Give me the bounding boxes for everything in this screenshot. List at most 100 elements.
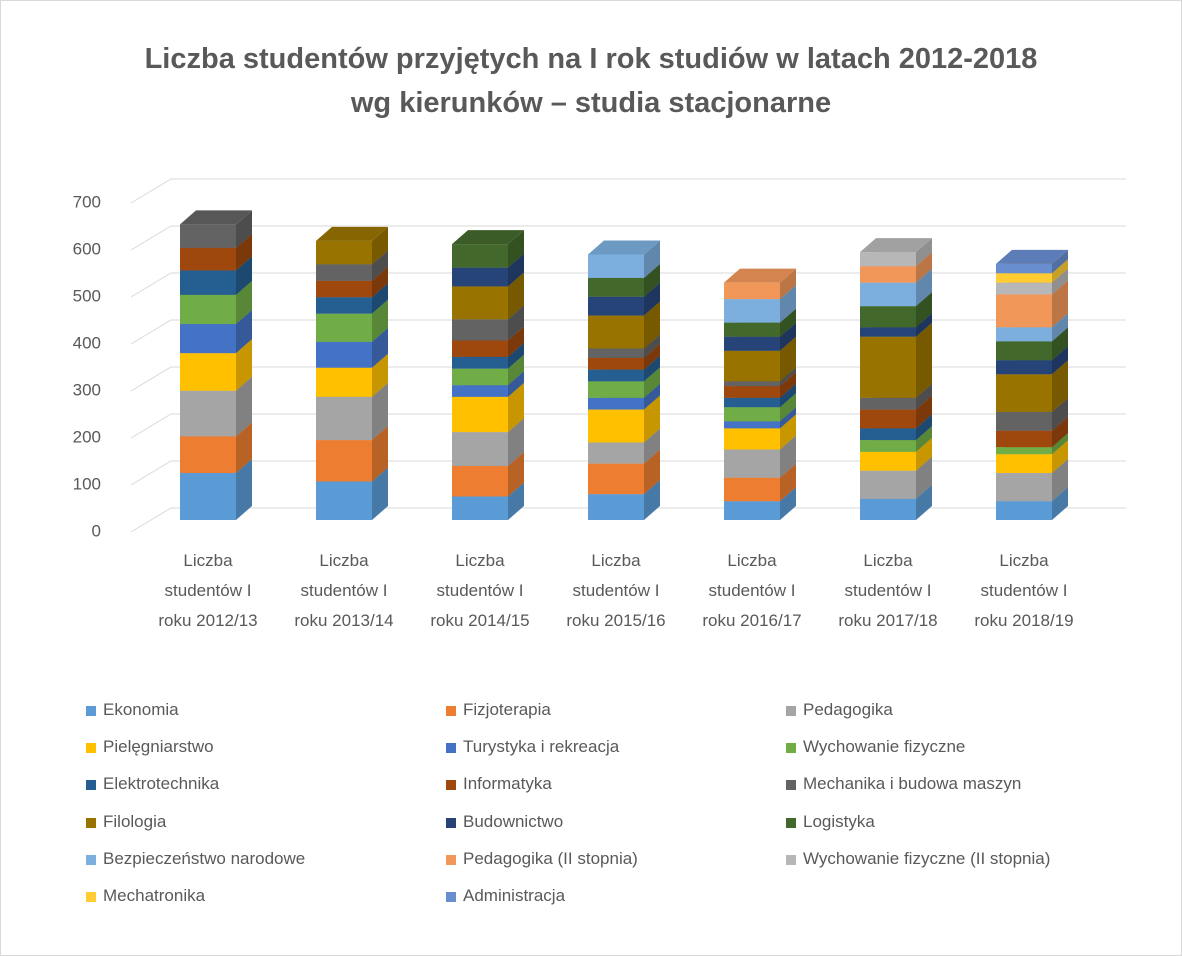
y-tick-label: 700 (73, 192, 101, 211)
bar-side (372, 426, 388, 482)
x-tick-label: Liczba studentów I roku 2015/16 (566, 551, 666, 630)
y-tick-label: 200 (73, 427, 101, 446)
bar-segment (588, 494, 644, 520)
bar-segment (452, 465, 508, 497)
legend-label: Budownictwo (463, 811, 564, 831)
legend-swatch (446, 817, 456, 828)
bar-side (372, 226, 388, 265)
bar-segment (588, 315, 644, 349)
bar-side (508, 482, 524, 520)
legend-label: Filologia (103, 811, 167, 831)
legend-label: Turystyka i rekreacja (463, 737, 620, 757)
bar-side (372, 467, 388, 520)
legend-label: Pedagogika (II stopnia) (463, 848, 638, 868)
bar-side (372, 266, 388, 298)
bar-segment (724, 477, 780, 502)
bar-segment (588, 348, 644, 358)
bar-segment (724, 336, 780, 351)
bar-side (508, 382, 524, 433)
y-tick-label: 100 (73, 474, 101, 493)
bar-top (588, 240, 660, 255)
bar-segment (996, 454, 1052, 473)
bar-side (236, 339, 252, 391)
bar-segment (588, 397, 644, 410)
bar-side (1052, 346, 1068, 375)
bar-segment (180, 390, 236, 437)
bar-segment (452, 385, 508, 397)
bar-segment (588, 463, 644, 495)
bar-segment (724, 381, 780, 387)
bar-side (916, 437, 932, 471)
legend-label: Wychowanie fizyczne (803, 737, 966, 757)
bar-side (1052, 459, 1068, 502)
bar-side (236, 280, 252, 325)
bar-segment (860, 470, 916, 499)
bar-side (644, 367, 660, 398)
bar-segment (996, 263, 1052, 274)
legend-label: Logistyka (803, 811, 875, 831)
bar-segment (860, 498, 916, 520)
bar-segment (724, 449, 780, 478)
x-tick-label: Liczba studentów I roku 2014/15 (430, 551, 530, 630)
bar-side (508, 418, 524, 466)
x-tick-label: Liczba studentów I roku 2017/18 (838, 551, 938, 630)
bar-segment (588, 381, 644, 398)
legend-swatch (86, 854, 96, 865)
bar-side (236, 422, 252, 473)
bar-segment (180, 270, 236, 295)
bar-segment (316, 440, 372, 482)
bar-side (1052, 249, 1068, 274)
bar-segment (860, 327, 916, 337)
bar-side (1052, 360, 1068, 412)
bar-side (236, 459, 252, 520)
bar-segment (452, 319, 508, 341)
bar-segment (452, 432, 508, 466)
bar-segment (452, 368, 508, 386)
bar-segment (316, 396, 372, 441)
bar-segment (724, 397, 780, 408)
bar-side (508, 342, 524, 369)
bar-segment (860, 282, 916, 307)
bar-segment (996, 360, 1052, 375)
bar-side (508, 354, 524, 386)
bar-side (1052, 280, 1068, 328)
bar-side (236, 310, 252, 354)
bar-side (780, 487, 796, 520)
bar-side (644, 383, 660, 410)
legend-label: Elektrotechnika (103, 774, 220, 794)
bar-side (1052, 313, 1068, 342)
x-tick-label: Liczba studentów I roku 2016/17 (702, 551, 802, 630)
bar-segment (316, 297, 372, 314)
y-tick-label: 300 (73, 380, 101, 399)
bar-side (1052, 433, 1068, 455)
bar-side (644, 343, 660, 370)
bar-side (508, 305, 524, 341)
bar-side (1052, 487, 1068, 520)
y-tick-label: 400 (73, 333, 101, 352)
bar-segment (452, 244, 508, 268)
bar-side (780, 383, 796, 408)
y-tick-label: 500 (73, 286, 101, 305)
bar-top (452, 230, 524, 245)
bar-side (916, 383, 932, 410)
legend-label: Bezpieczeństwo narodowe (103, 848, 306, 868)
legend-swatch (86, 706, 96, 716)
bar-segment (588, 369, 644, 382)
grid-line (130, 366, 1126, 392)
bar-side (916, 395, 932, 429)
bar-side (916, 456, 932, 499)
y-tick-label: 600 (73, 239, 101, 258)
bar-segment (860, 409, 916, 429)
bar-segment (996, 294, 1052, 328)
bar-segment (452, 496, 508, 520)
legend-swatch (86, 780, 96, 791)
bar-side (780, 285, 796, 323)
bar-segment (860, 306, 916, 328)
bar-side (372, 353, 388, 397)
bar-side (644, 355, 660, 382)
bar-segment (588, 296, 644, 316)
grid-line (130, 319, 1126, 345)
legend-label: Mechatronika (103, 886, 206, 905)
bar-side (780, 372, 796, 398)
